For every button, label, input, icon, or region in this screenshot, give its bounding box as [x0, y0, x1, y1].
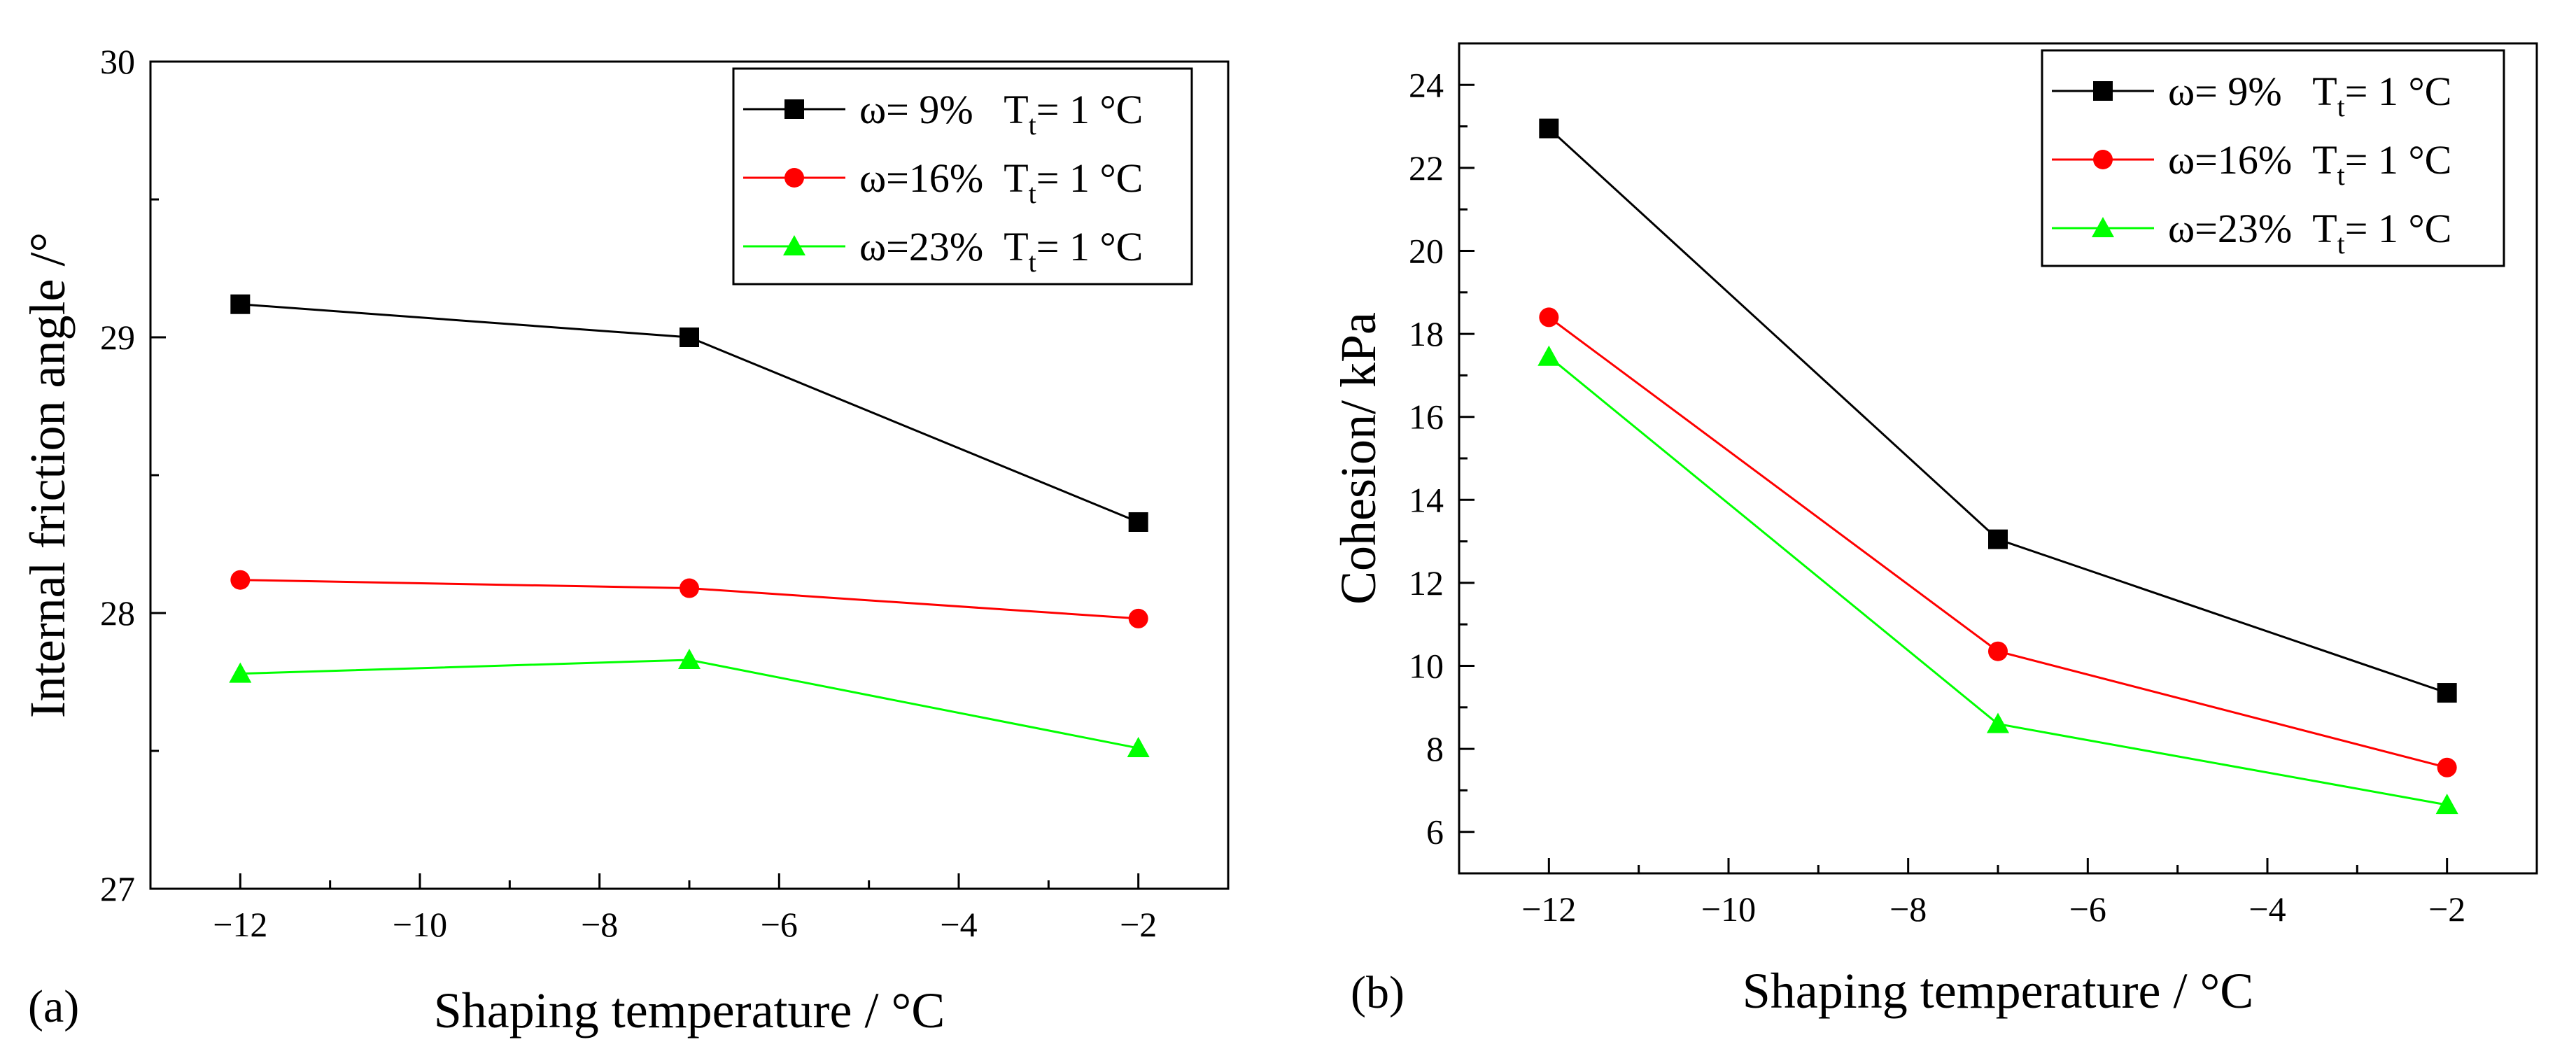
x-tick-label: −4: [940, 905, 977, 944]
y-axis-title: Cohesion/ kPa: [1330, 312, 1386, 605]
y-tick-label: 18: [1409, 314, 1444, 353]
data-point-series-3: [678, 648, 701, 669]
y-tick-label: 22: [1409, 148, 1444, 188]
x-tick-label: −6: [2069, 889, 2106, 929]
legend-label-1: ω= 9% Tt= 1 °C: [2168, 69, 2451, 122]
y-tick-label: 30: [100, 42, 135, 81]
y-tick-label: 20: [1409, 232, 1444, 271]
data-point-series-1: [1539, 118, 1559, 139]
x-tick-label: −2: [2428, 889, 2465, 929]
x-tick-label: −8: [581, 905, 618, 944]
data-point-series-1: [680, 328, 699, 347]
x-tick-label: −12: [1521, 889, 1576, 929]
y-tick-label: 28: [100, 593, 135, 633]
x-tick-label: −6: [761, 905, 798, 944]
legend-label-subscript: t: [2337, 91, 2345, 122]
data-point-series-2: [1128, 608, 1148, 628]
legend-label-3: ω=23% Tt= 1 °C: [2168, 206, 2451, 260]
legend-label-1: ω= 9% Tt= 1 °C: [859, 87, 1143, 141]
chart-panel-b: −12 −10 −8 −6 −4 −2 6 8 10 12 14 16 18 20 22 24 Cohesion…: [1330, 42, 2538, 1019]
panel-label: (b): [1351, 967, 1405, 1018]
legend-label-suffix: = 1 °C: [1036, 155, 1143, 201]
x-axis-title: Shaping temperature / °C: [434, 983, 945, 1039]
legend-label-main: ω=16% T: [2168, 137, 2337, 183]
x-tick-label: −4: [2248, 889, 2286, 929]
legend-box: [2041, 49, 2505, 267]
x-tick-label: −10: [1701, 889, 1756, 929]
data-point-series-3: [1537, 345, 1561, 366]
legend-label-suffix: = 1 °C: [2345, 137, 2452, 183]
x-tick-label: −10: [393, 905, 447, 944]
series-line-3: [240, 659, 1139, 749]
legend-label-main: ω=23% T: [859, 224, 1029, 269]
legend-label-subscript: t: [2337, 160, 2345, 191]
legend-label-subscript: t: [1029, 246, 1036, 278]
y-tick-label: 14: [1409, 480, 1444, 519]
y-tick-label: 24: [1409, 65, 1444, 104]
x-tick-label: −8: [1889, 889, 1927, 929]
x-axis-title: Shaping temperature / °C: [1743, 963, 2254, 1019]
data-point-series-1: [230, 294, 251, 314]
x-tick-label: −2: [1120, 905, 1157, 944]
chart-panel-a: −12 −10 −8 −6 −4 −2 27 28 29 30 Internal friction …: [20, 42, 1230, 1039]
data-point-series-3: [2435, 794, 2458, 815]
legend-label-subscript: t: [2337, 228, 2345, 260]
legend-marker-1: [2093, 81, 2113, 101]
y-tick-label: 10: [1409, 647, 1444, 686]
y-tick-label: 29: [100, 318, 135, 357]
y-tick-label: 6: [1426, 812, 1444, 852]
legend-marker-2: [784, 168, 804, 188]
y-axis-title: Internal friction angle /°: [20, 232, 76, 719]
legend-marker-2: [2093, 150, 2113, 169]
legend-label-2: ω=16% Tt= 1 °C: [2168, 137, 2451, 191]
legend-label-suffix: = 1 °C: [2345, 69, 2452, 114]
legend-label-main: ω= 9% T: [2168, 69, 2337, 114]
legend-label-2: ω=16% Tt= 1 °C: [859, 155, 1143, 209]
legend-label-subscript: t: [1029, 178, 1036, 209]
y-tick-label: 8: [1426, 729, 1444, 768]
panel-label: (a): [28, 981, 79, 1032]
legend-label-main: ω= 9% T: [859, 87, 1029, 132]
y-tick-label: 27: [100, 869, 135, 908]
data-point-series-2: [230, 570, 251, 590]
legend-marker-3: [2092, 217, 2114, 237]
legend-label-suffix: = 1 °C: [2345, 206, 2452, 251]
legend-label-main: ω=23% T: [2168, 206, 2337, 251]
legend-label-suffix: = 1 °C: [1036, 87, 1143, 132]
data-point-series-1: [1128, 512, 1148, 532]
y-tick-label: 12: [1409, 563, 1444, 603]
series-line-3: [1548, 355, 2447, 806]
legend-label-3: ω=23% Tt= 1 °C: [859, 224, 1143, 278]
data-point-series-2: [2437, 757, 2457, 777]
legend-label-subscript: t: [1029, 109, 1036, 141]
legend-marker-1: [784, 99, 804, 119]
legend-label-suffix: = 1 °C: [1036, 224, 1143, 269]
legend-box: [732, 67, 1193, 286]
data-point-series-3: [229, 662, 252, 683]
data-point-series-3: [1127, 737, 1150, 758]
data-point-series-3: [1987, 712, 2009, 733]
data-point-series-1: [1988, 529, 2008, 549]
legend-marker-3: [783, 235, 805, 255]
legend-label-main: ω=16% T: [859, 155, 1029, 201]
data-point-series-2: [1539, 307, 1559, 328]
data-point-series-2: [680, 578, 699, 598]
data-point-series-2: [1988, 641, 2008, 661]
y-tick-label: 16: [1409, 397, 1444, 437]
data-point-series-1: [2437, 683, 2457, 703]
x-tick-label: −12: [213, 905, 267, 944]
